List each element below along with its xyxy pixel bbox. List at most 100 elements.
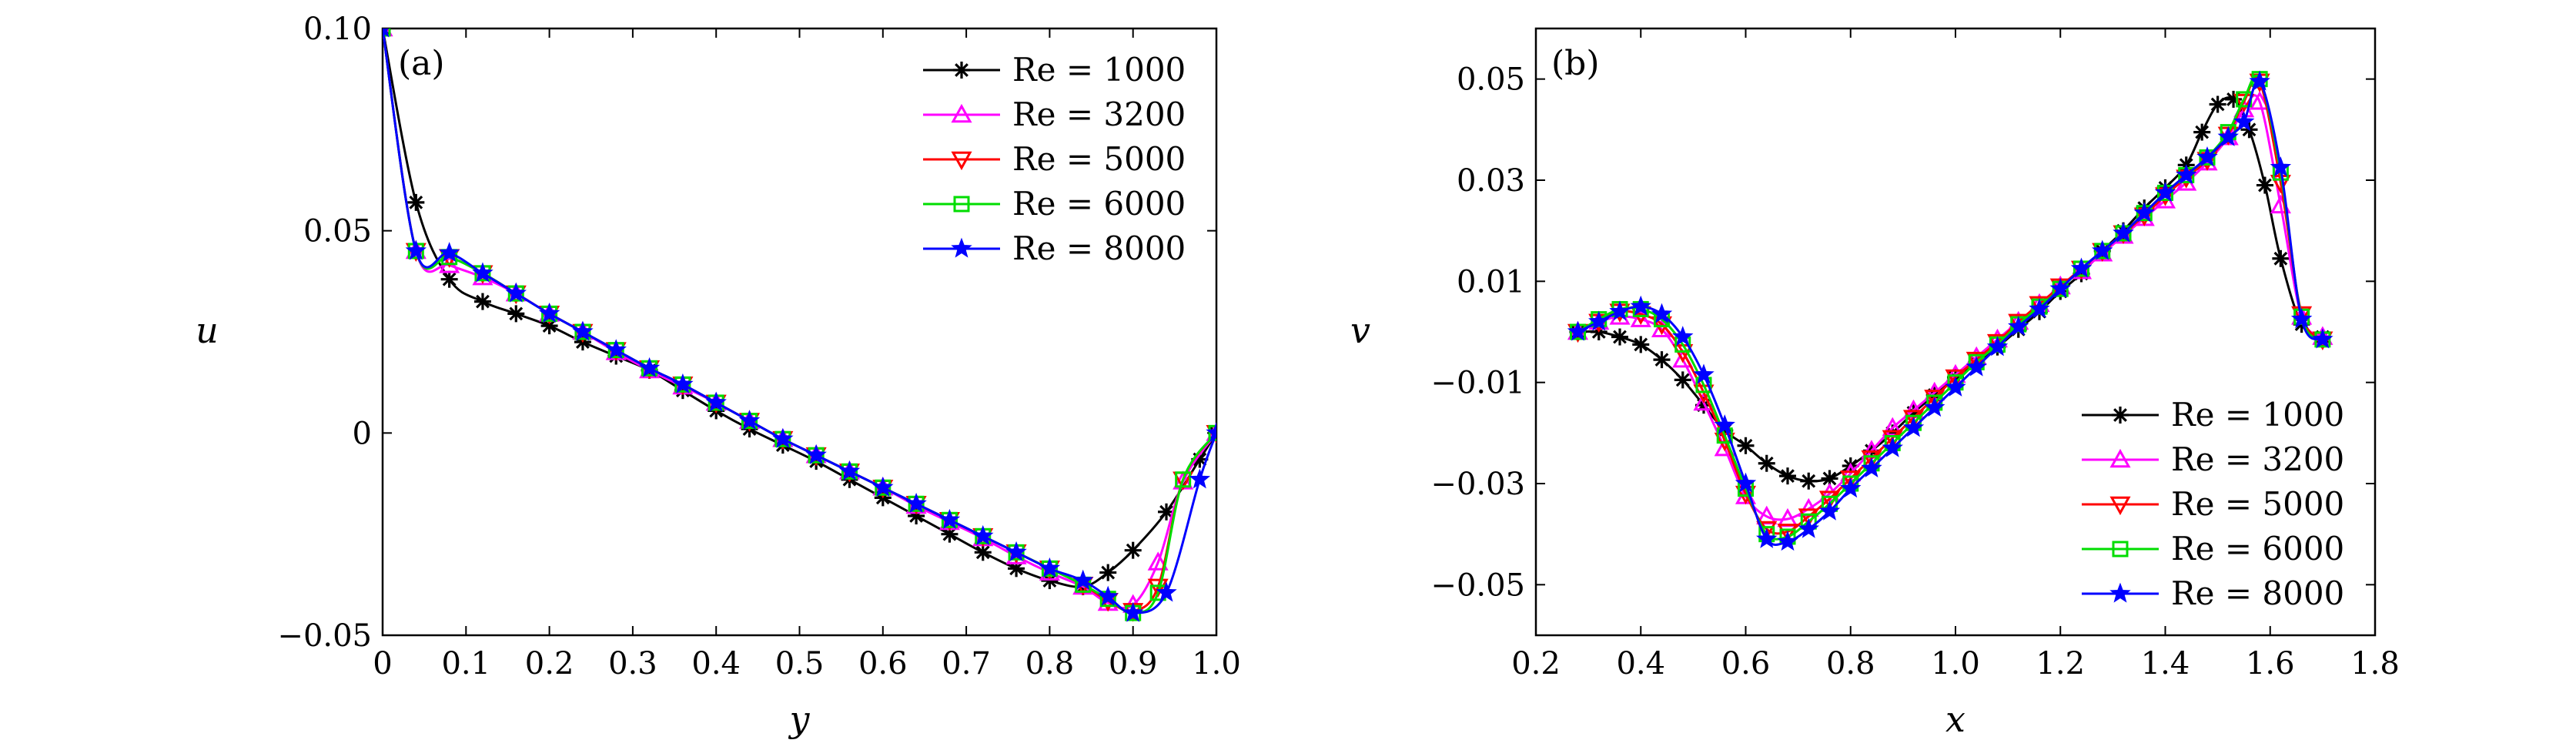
panel-a-legend-marker-re-3200 [951, 103, 972, 123]
panel-a-point-re-1000 [1099, 564, 1117, 581]
panel-b-x-tick-label: 0.6 [1721, 646, 1771, 681]
panel-b-point-re-5000 [2291, 306, 2313, 326]
panel-b-legend-item-re-8000: Re = 8000 [2082, 574, 2344, 612]
panel-b-legend-item-re-3200: Re = 3200 [2082, 440, 2344, 478]
panel-a-point-re-8000 [438, 242, 460, 263]
panel-a-legend-marker-re-1000 [953, 62, 970, 79]
panel-a-legend-label-re-6000: Re = 6000 [1012, 185, 1186, 223]
panel-b-x-tick-label: 1.6 [2246, 646, 2295, 681]
panel-a-point-re-8000 [638, 357, 661, 377]
panel-b-point-re-8000 [2113, 222, 2134, 243]
panel-a-point-re-8000 [1039, 557, 1061, 578]
panel-a-point-re-3200 [1147, 551, 1169, 571]
panel-a-point-re-8000 [472, 262, 493, 283]
panel-b-point-re-8000 [2154, 182, 2176, 203]
panel-a-point-re-8000 [738, 410, 761, 430]
panel-a-legend-item-re-8000: Re = 8000 [923, 229, 1186, 267]
panel-b-point-re-8000 [2176, 164, 2197, 185]
panel-a-legend: Re = 1000 Re = 3200 Re = 5000 Re = 6000 Re =… [923, 51, 1186, 267]
panel-b-x-axis-label: x [1945, 698, 1965, 740]
panel-b-point-re-1000 [2193, 123, 2211, 141]
panel-a-point-re-8000 [1097, 585, 1119, 606]
panel-b-point-re-8000 [1756, 527, 1778, 548]
panel-b-point-re-5000 [2233, 93, 2255, 113]
panel-a-y-tick-label: 0 [353, 416, 372, 451]
panel-b-point-re-8000 [2290, 308, 2313, 329]
panel-a-x-tick-label: 0 [373, 646, 392, 681]
panel-b-legend-marker-re-3200 [2109, 448, 2131, 468]
panel-a-legend-label-re-3200: Re = 3200 [1012, 95, 1186, 133]
panel-a-point-re-5000 [1147, 578, 1169, 598]
panel-b-point-re-8000 [2029, 298, 2050, 319]
panel-b-x-tick-label: 0.4 [1616, 646, 1665, 681]
panel-b-point-re-8000 [2049, 277, 2071, 298]
panel-a-x-tick-label: 0.6 [858, 646, 908, 681]
panel-b-x-tick-label: 0.2 [1511, 646, 1561, 681]
panel-a-x-tick-label: 0.4 [691, 646, 741, 681]
panel-b-point-re-8000 [2092, 239, 2113, 260]
panel-a-series-line-re-1000 [383, 28, 1216, 588]
panel-b-y-tick-label: 0.05 [1457, 62, 1525, 98]
panel-a-x-tick-label: 0.9 [1109, 646, 1158, 681]
panel-a-x-tick-label: 0.7 [942, 646, 991, 681]
panel-a-legend-label-re-5000: Re = 5000 [1012, 140, 1186, 178]
panel-b-point-re-8000 [2196, 146, 2218, 167]
panel-a-point-re-8000 [672, 373, 694, 393]
panel-a-point-re-8000 [938, 508, 961, 529]
panel-b-point-re-8000 [1840, 477, 1862, 498]
panel-a-point-re-8000 [1005, 541, 1027, 561]
panel-a-point-re-8000 [1072, 569, 1094, 590]
panel-a-point-re-8000 [905, 492, 927, 513]
panel-b-label: (b) [1551, 44, 1600, 83]
panel-b-legend-marker-re-1000 [2112, 407, 2129, 424]
panel-b-point-re-5000 [1777, 524, 1798, 543]
panel-b-point-re-8000 [2217, 126, 2239, 146]
panel-a-point-re-8000 [805, 444, 827, 464]
panel-b-legend-label-re-5000: Re = 5000 [2171, 485, 2344, 523]
panel-b-y-tick-label: −0.01 [1430, 366, 1525, 401]
panel-b-point-re-8000 [1672, 326, 1694, 347]
panel-a-x-tick-label: 0.8 [1025, 646, 1075, 681]
panel-a-legend-label-re-1000: Re = 1000 [1012, 51, 1186, 89]
panel-a-legend-marker-re-5000 [951, 151, 972, 171]
panel-b-point-re-8000 [1986, 336, 2009, 357]
panel-a-point-re-1000 [1124, 541, 1142, 559]
panel-a-x-tick-label: 0.1 [441, 646, 490, 681]
panel-a-point-re-1000 [440, 270, 458, 288]
panel-b-y-tick-label: 0.03 [1457, 163, 1525, 199]
panel-a-y-tick-label: 0.10 [303, 12, 372, 47]
panel-b-point-re-8000 [1693, 363, 1715, 384]
panel-b-point-re-8000 [1567, 320, 1589, 341]
panel-a-label: (a) [398, 44, 445, 83]
panel-a-point-re-8000 [772, 427, 794, 448]
panel-b-point-re-8000 [1924, 397, 1945, 417]
panel-b-point-re-1000 [2256, 176, 2273, 194]
panel-a-y-tick-label: −0.05 [277, 618, 372, 654]
panel-a-point-re-6000 [1208, 424, 1216, 441]
panel-b-point-re-1000 [2209, 95, 2226, 113]
panel-b-point-re-8000 [1630, 295, 1651, 316]
panel-a-point-re-1000 [507, 305, 525, 323]
panel-b-series-re-8000 [1567, 70, 2333, 551]
panel-b-point-re-8000 [1588, 310, 1610, 331]
panel-b-x-tick-label: 0.8 [1826, 646, 1875, 681]
panel-a-x-tick-label: 1.0 [1192, 646, 1241, 681]
panel-a-point-re-8000 [1206, 421, 1216, 442]
panel-b-y-tick-label: −0.03 [1430, 467, 1525, 502]
panel-a-legend-item-re-6000: Re = 6000 [923, 185, 1186, 223]
panel-a-point-re-1000 [407, 193, 425, 211]
panel-b-point-re-8000 [1818, 500, 1841, 521]
panel-a-legend-item-re-5000: Re = 5000 [923, 140, 1186, 178]
panel-b-point-re-8000 [1945, 376, 1966, 397]
panel-a-y-tick-label: 0.05 [303, 214, 372, 249]
panel-b-legend-marker-re-6000 [2112, 541, 2129, 557]
panel-a-series-re-8000 [383, 28, 1216, 622]
panel-a-point-re-8000 [383, 28, 390, 38]
panel-b-legend-label-re-3200: Re = 3200 [2171, 440, 2344, 478]
panel-b-y-axis-label: v [1350, 310, 1370, 351]
panel-a-point-re-8000 [872, 476, 894, 497]
panel-b-point-re-8000 [2233, 111, 2255, 132]
panel-a-point-re-8000 [405, 239, 427, 260]
panel-b-point-re-8000 [2312, 328, 2333, 349]
